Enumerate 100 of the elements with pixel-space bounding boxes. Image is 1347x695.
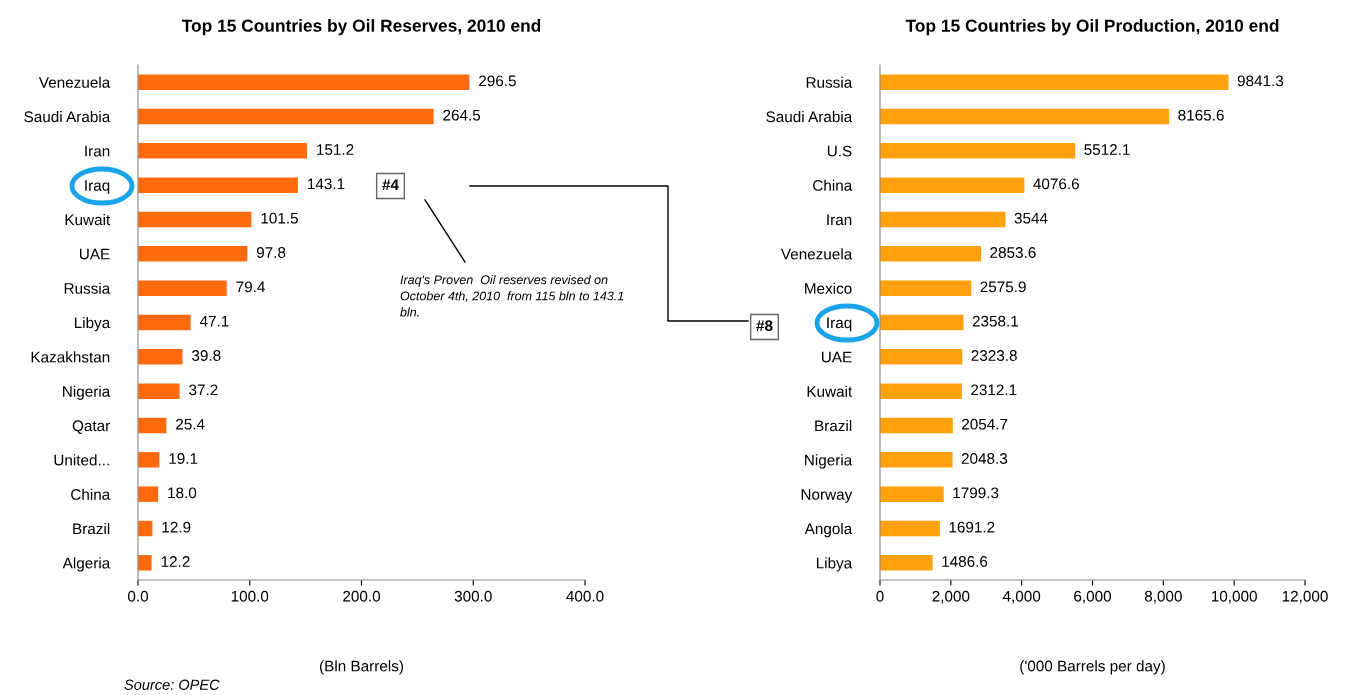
data-label: 97.8 <box>256 247 286 258</box>
y-tick-label: Iraq <box>85 180 110 194</box>
y-tick-label: Angola <box>804 522 853 538</box>
bar <box>880 486 944 502</box>
x-tick-label: 8,000 <box>1144 590 1182 604</box>
data-label: 264.5 <box>443 109 481 121</box>
data-label: 39.8 <box>192 350 221 361</box>
bar <box>138 486 159 502</box>
y-tick-label: UAE <box>79 248 110 260</box>
data-label: 18.0 <box>168 487 197 499</box>
data-label: 19.1 <box>169 453 198 464</box>
bar <box>880 211 1006 228</box>
bar <box>138 417 167 434</box>
chart-title: Top 15 Countries by Oil Production, 2010 end <box>905 19 1279 36</box>
bar <box>138 555 152 571</box>
data-label: 2853.6 <box>990 247 1036 258</box>
bar <box>880 74 1229 90</box>
x-tick-label: 100.0 <box>231 590 269 602</box>
y-tick-label: Saudi Arabia <box>24 110 111 123</box>
bar <box>880 177 1025 193</box>
y-tick-label: China <box>813 179 853 191</box>
y-tick-label: Brazil <box>73 522 110 535</box>
data-label: 2323.8 <box>971 350 1017 361</box>
y-tick-label: UAE <box>821 351 852 363</box>
bar <box>138 314 191 331</box>
y-tick-label: Iran <box>827 214 852 226</box>
data-label: 1486.6 <box>942 556 988 567</box>
x-tick-label: 200.0 <box>343 590 381 602</box>
bar <box>880 280 972 296</box>
y-tick-label: Brazil <box>815 419 852 432</box>
bar <box>880 143 1076 159</box>
y-tick-label: Kuwait <box>65 213 111 226</box>
bar <box>138 383 180 399</box>
source-note: Source: OPEC <box>124 679 220 690</box>
x-tick-label: 4,000 <box>1002 590 1041 604</box>
y-tick-label: United... <box>54 454 109 466</box>
y-tick-label: Russia <box>806 76 853 88</box>
chart-title: Top 15 Countries by Oil Reserves, 2010 end <box>181 19 541 36</box>
data-label: 2312.1 <box>971 384 1017 396</box>
bar <box>880 108 1170 125</box>
data-label: 3544 <box>1014 212 1048 224</box>
data-label: 296.5 <box>479 75 516 87</box>
bar <box>138 452 160 468</box>
y-tick-label: Nigeria <box>63 385 111 400</box>
bar <box>138 211 252 228</box>
y-tick-label: Algeria <box>62 557 111 572</box>
data-label: 4076.6 <box>1033 178 1079 190</box>
y-tick-label: Saudi Arabia <box>766 110 853 123</box>
y-tick-label: Libya <box>816 557 853 572</box>
data-label: 8165.6 <box>1178 109 1224 121</box>
data-label: 79.4 <box>236 281 265 293</box>
data-label: 2575.9 <box>980 281 1026 293</box>
y-tick-label: Kuwait <box>807 385 853 397</box>
bar <box>138 246 248 262</box>
bar <box>138 349 183 365</box>
y-tick-label: Venezuela <box>780 248 853 260</box>
y-tick-label: U.S <box>827 145 852 157</box>
x-tick-label: 0 <box>876 590 884 602</box>
annotation: Iraq's Proven Oil reserves revised on October 4th, 2010 from 115 bln to 143.1 bln. <box>400 275 624 317</box>
bar <box>138 108 434 125</box>
bar <box>138 74 470 90</box>
data-label: 12.9 <box>162 521 191 533</box>
y-tick-label: Qatar <box>72 420 110 434</box>
data-label: 37.2 <box>189 384 218 396</box>
bar <box>138 280 227 296</box>
data-label: 2048.3 <box>961 453 1008 464</box>
data-label: 2358.1 <box>972 315 1018 327</box>
y-tick-label: Kazakhstan <box>31 351 110 363</box>
x-axis-title: (Bln Barrels) <box>320 660 403 675</box>
text: #8 <box>756 320 773 332</box>
y-tick-label: Iraq <box>827 317 852 332</box>
data-label: 1691.2 <box>949 521 995 533</box>
data-label: 12.2 <box>161 556 190 567</box>
bar <box>880 417 953 434</box>
x-axis-title: ('000 Barrels per day) <box>1020 660 1165 675</box>
y-tick-label: Mexico <box>805 282 852 294</box>
x-tick-label: 0.0 <box>127 590 149 602</box>
y-tick-label: Iran <box>85 145 110 157</box>
x-tick-label: 10,000 <box>1211 590 1257 604</box>
bar <box>880 383 962 399</box>
data-label: 9841.3 <box>1237 75 1284 87</box>
y-tick-label: China <box>71 488 111 500</box>
bar <box>880 246 982 262</box>
x-tick-label: 12,000 <box>1282 590 1328 604</box>
data-label: 47.1 <box>199 315 229 327</box>
annotation: #4 <box>382 179 399 190</box>
y-tick-label: Libya <box>74 316 111 332</box>
x-tick-label: 2,000 <box>932 590 970 604</box>
data-label: 2054.7 <box>962 418 1008 430</box>
x-tick-label: 300.0 <box>454 590 492 602</box>
data-label: 1799.3 <box>953 487 999 499</box>
data-label: 5512.1 <box>1084 144 1130 155</box>
y-tick-label: Nigeria <box>805 454 853 469</box>
bar <box>138 177 298 193</box>
bar <box>138 143 307 159</box>
bar <box>880 520 940 537</box>
data-label: 143.1 <box>308 178 345 190</box>
bar <box>880 452 953 468</box>
x-tick-label: 6,000 <box>1074 590 1112 604</box>
bar <box>880 349 963 365</box>
